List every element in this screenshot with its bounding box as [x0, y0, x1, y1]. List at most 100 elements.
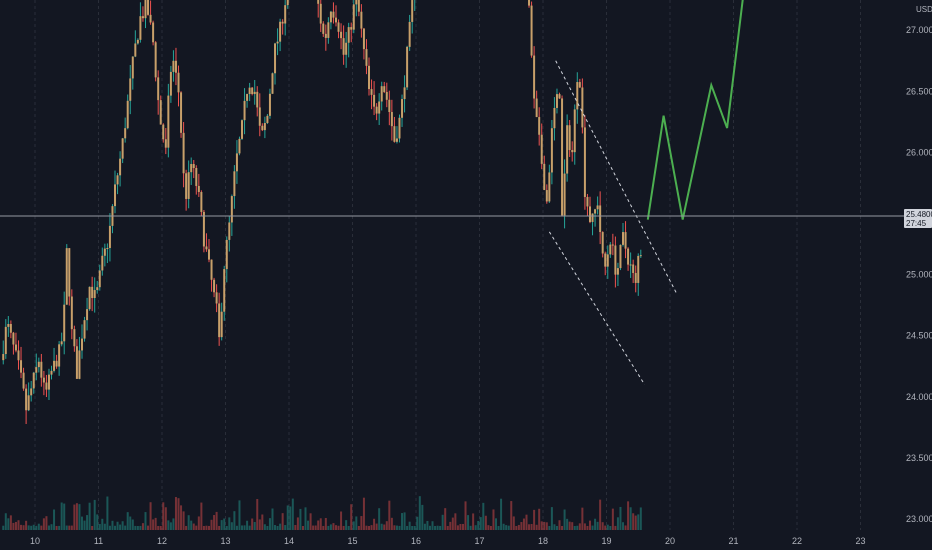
candle-body: [17, 350, 20, 361]
volume-bar: [492, 509, 495, 530]
channel-line-upper: [555, 60, 677, 294]
candle-body: [169, 71, 172, 96]
volume-bar: [228, 517, 231, 530]
volume-bar: [375, 523, 378, 530]
price-axis[interactable]: USD 23.0000 23.5000 24.0000 24.5000 25.0000 2…: [904, 0, 932, 524]
volume-bar: [251, 518, 254, 530]
volume-bar: [632, 513, 635, 530]
candle-body: [154, 42, 157, 78]
volume-bar: [149, 502, 152, 530]
candle-body: [581, 87, 584, 128]
volume-bar: [7, 518, 10, 530]
candle-body: [563, 173, 566, 216]
candle-body: [583, 127, 586, 197]
volume-bar: [106, 496, 109, 530]
x-tick-label: 14: [284, 536, 294, 546]
x-tick-label: 23: [855, 536, 865, 546]
candle-body: [177, 72, 180, 93]
volume-bar: [401, 513, 404, 530]
volume-bar: [40, 525, 43, 530]
x-tick-label: 11: [94, 536, 103, 546]
candle-body: [233, 171, 236, 197]
y-tick-label: 26.0000: [906, 147, 932, 157]
volume-bar: [312, 525, 315, 530]
candle-body: [167, 95, 170, 148]
time-axis[interactable]: 10 11 12 13 14 15 16 17 18 19 20 21 22 23: [30, 536, 866, 546]
candle-body: [126, 100, 129, 129]
volume-bar: [296, 517, 299, 530]
volume-bar: [583, 523, 586, 530]
volume-bar: [108, 525, 111, 530]
candle-body: [322, 23, 325, 34]
volume-bar: [571, 522, 574, 530]
candle-body: [119, 158, 122, 176]
x-tick-label: 16: [411, 536, 421, 546]
volume-bar: [12, 522, 15, 530]
volume-bar: [347, 525, 350, 530]
candle-body: [370, 89, 373, 95]
volume-bar: [167, 520, 170, 530]
volume-bar: [218, 525, 221, 530]
projection-path: [646, 0, 744, 220]
volume-bar: [4, 513, 7, 530]
candle-body: [317, 0, 320, 4]
candle-body: [116, 175, 119, 185]
volume-bar: [403, 512, 406, 530]
volume-bar: [362, 497, 365, 530]
volume-bar: [482, 502, 485, 530]
volume-bar: [126, 512, 129, 530]
volume-bar: [622, 522, 625, 530]
candle-body: [281, 21, 284, 24]
volume-bar: [510, 501, 513, 530]
y-tick-label: 25.0000: [906, 270, 932, 280]
candle-body: [340, 31, 343, 39]
volume-bar: [114, 525, 117, 530]
volume-bar: [121, 521, 124, 530]
volume-bar: [373, 518, 376, 530]
volume-bar: [436, 525, 439, 530]
candle-body: [398, 117, 401, 139]
volume-bar: [261, 514, 264, 530]
candle-body: [591, 213, 594, 222]
volume-bar: [517, 524, 520, 530]
candle-body: [136, 39, 139, 44]
volume-bar: [276, 525, 279, 530]
channel-line-lower: [548, 231, 646, 385]
volume-bar: [304, 507, 307, 530]
candle-body: [159, 100, 162, 125]
volume-bar: [129, 516, 132, 530]
candle-body: [611, 244, 614, 246]
candle-body: [553, 107, 556, 129]
volume-bar: [253, 522, 256, 530]
candle-body: [134, 43, 137, 57]
volume-bar: [441, 514, 444, 530]
volume-bar: [609, 525, 612, 530]
volume-bar: [98, 524, 101, 530]
volume-bar: [512, 516, 515, 530]
candle-body: [53, 360, 56, 371]
candle-body: [530, 5, 533, 56]
candle-body: [78, 350, 81, 379]
volume-bar: [50, 524, 53, 530]
candle-body: [594, 209, 597, 214]
candle-body: [271, 73, 274, 94]
volume-bar: [187, 515, 190, 530]
volume-bar: [93, 499, 96, 530]
x-tick-label: 19: [601, 536, 611, 546]
candle-body: [596, 205, 599, 210]
volume-bar: [426, 520, 429, 530]
volume-bar: [241, 525, 244, 530]
volume-bar: [266, 525, 269, 530]
volume-bar: [327, 525, 330, 530]
volume-bar: [279, 523, 282, 530]
volume-bar: [202, 525, 205, 530]
volume-bar: [487, 525, 490, 530]
candle-body: [355, 0, 358, 5]
volume-bar: [418, 496, 421, 530]
volume-bar: [307, 520, 310, 530]
volume-bar: [192, 523, 195, 530]
volume-bar: [355, 516, 358, 530]
volume-bar: [421, 504, 424, 530]
candle-body: [609, 244, 612, 255]
